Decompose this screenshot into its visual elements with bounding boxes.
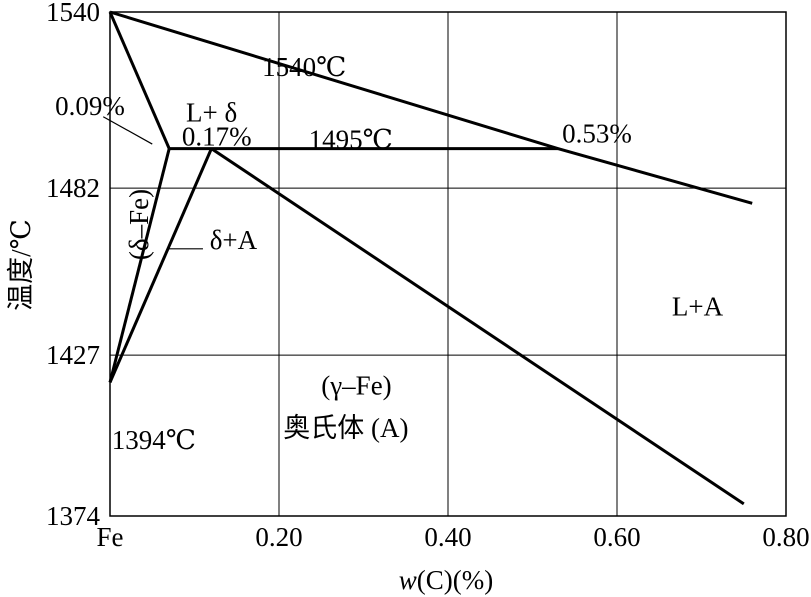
y-tick-label: 1540	[46, 0, 100, 27]
plot-frame	[109, 11, 787, 517]
x-axis-label-unit: (C)(%)	[417, 565, 493, 595]
label-1540c: 1540℃	[262, 52, 346, 82]
label-0-53: 0.53%	[562, 119, 632, 149]
tick-labels: Fe 0.20 0.40 0.60 0.80 1374 1427 1482 1540	[46, 0, 810, 552]
y-tick-label: 1482	[46, 173, 100, 203]
annotations: 1540℃ L+ δ 0.09% 0.17% 1495℃ 0.53% (δ–Fe) δ+A L+…	[55, 52, 724, 455]
label-1394c: 1394℃	[112, 425, 196, 455]
axes	[109, 11, 787, 517]
label-austenite: 奥氏体 (A)	[283, 413, 408, 443]
series-delta-solvus-2	[108, 148, 213, 383]
y-axis-label: 温度/℃	[6, 219, 36, 311]
x-tick-label: 0.40	[424, 522, 471, 552]
series-delta-solvus-1	[108, 148, 171, 383]
label-0-09: 0.09%	[55, 91, 125, 121]
label-delta-fe: (δ–Fe)	[124, 189, 154, 260]
x-tick-label: 0.20	[255, 522, 302, 552]
x-tick-label: 0.60	[593, 522, 640, 552]
series-lines	[108, 10, 753, 506]
x-axis-label: w(C)(%)	[399, 565, 493, 595]
x-tick-label: Fe	[97, 522, 124, 552]
grid	[110, 12, 786, 516]
label-l-a: L+A	[672, 292, 724, 322]
label-delta-a: δ+A	[210, 225, 258, 255]
series-austenite-solidus	[210, 147, 745, 506]
label-l-delta: L+ δ	[186, 97, 237, 127]
leader-0-09	[102, 116, 153, 145]
label-0-17: 0.17%	[182, 122, 252, 152]
label-1495c: 1495℃	[309, 125, 393, 155]
x-tick-label: 0.80	[762, 522, 809, 552]
y-tick-label: 1427	[46, 340, 100, 370]
y-tick-label: 1374	[46, 501, 101, 531]
x-axis-label-var: w	[399, 565, 417, 595]
label-gamma-fe: (γ–Fe)	[321, 371, 391, 401]
series-delta-liquidus	[108, 11, 171, 150]
